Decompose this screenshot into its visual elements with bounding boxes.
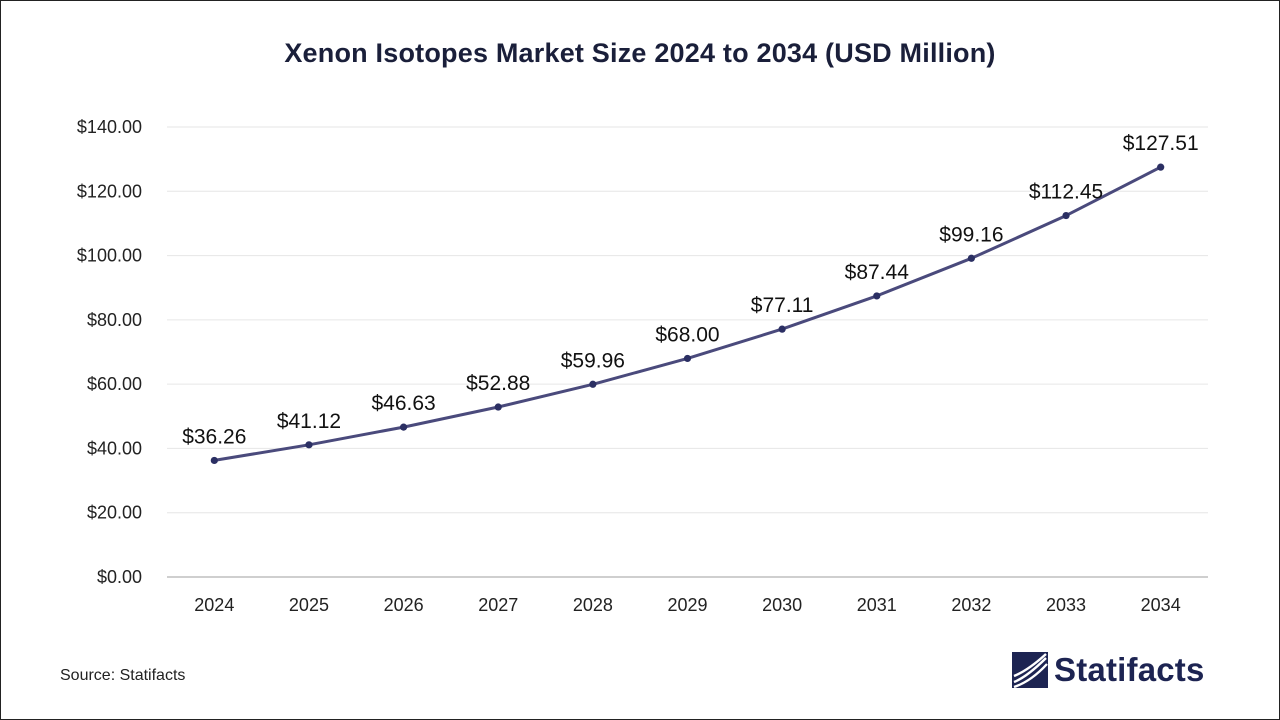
data-label: $52.88: [466, 372, 530, 395]
data-point: [589, 380, 597, 388]
data-label: $99.16: [939, 223, 1003, 246]
series-line: [212, 165, 1163, 462]
x-tick-label: 2029: [667, 595, 707, 615]
data-label: $112.45: [1029, 181, 1103, 204]
data-point: [967, 254, 976, 262]
data-point: [494, 403, 502, 411]
y-tick-label: $20.00: [87, 503, 142, 523]
data-point: [1157, 163, 1165, 171]
data-label: $87.44: [845, 261, 910, 284]
x-tick-label: 2031: [857, 595, 897, 615]
y-tick-label: $40.00: [87, 438, 142, 458]
x-tick-label: 2024: [194, 595, 234, 615]
data-point: [305, 441, 313, 449]
source-note: Source: Statifacts: [60, 667, 186, 684]
x-tick-label: 2032: [951, 595, 991, 615]
data-label: $41.12: [277, 410, 341, 433]
statifacts-logo-icon: [1012, 652, 1048, 688]
data-point: [873, 292, 881, 300]
y-tick-label: $0.00: [97, 567, 142, 587]
brand-name: Statifacts: [1054, 651, 1205, 688]
data-label: $46.63: [371, 392, 435, 415]
data-label: $36.26: [182, 425, 246, 448]
x-tick-label: 2028: [573, 595, 613, 615]
data-label: $68.00: [655, 323, 719, 346]
data-point: [683, 354, 692, 363]
y-tick-label: $120.00: [77, 181, 142, 201]
x-tick-label: 2025: [289, 595, 329, 615]
data-label: $127.51: [1123, 132, 1199, 155]
x-tick-label: 2026: [384, 595, 424, 615]
data-point: [210, 456, 218, 465]
x-tick-label: 2030: [762, 595, 802, 615]
data-point: [1062, 211, 1070, 220]
y-tick-label: $60.00: [87, 374, 142, 394]
brand-logo: Statifacts: [1012, 650, 1205, 690]
chart-title: Xenon Isotopes Market Size 2024 to 2034 …: [284, 38, 996, 68]
x-tick-label: 2033: [1046, 595, 1086, 615]
x-tick-label: 2034: [1141, 595, 1181, 615]
y-tick-label: $140.00: [77, 117, 142, 137]
x-tick-label: 2027: [478, 595, 518, 615]
data-point: [399, 423, 408, 431]
data-point: [778, 325, 786, 333]
y-tick-label: $100.00: [77, 246, 142, 266]
data-label: $77.11: [751, 294, 814, 317]
y-tick-label: $80.00: [87, 310, 142, 330]
data-label: $59.96: [561, 349, 625, 372]
